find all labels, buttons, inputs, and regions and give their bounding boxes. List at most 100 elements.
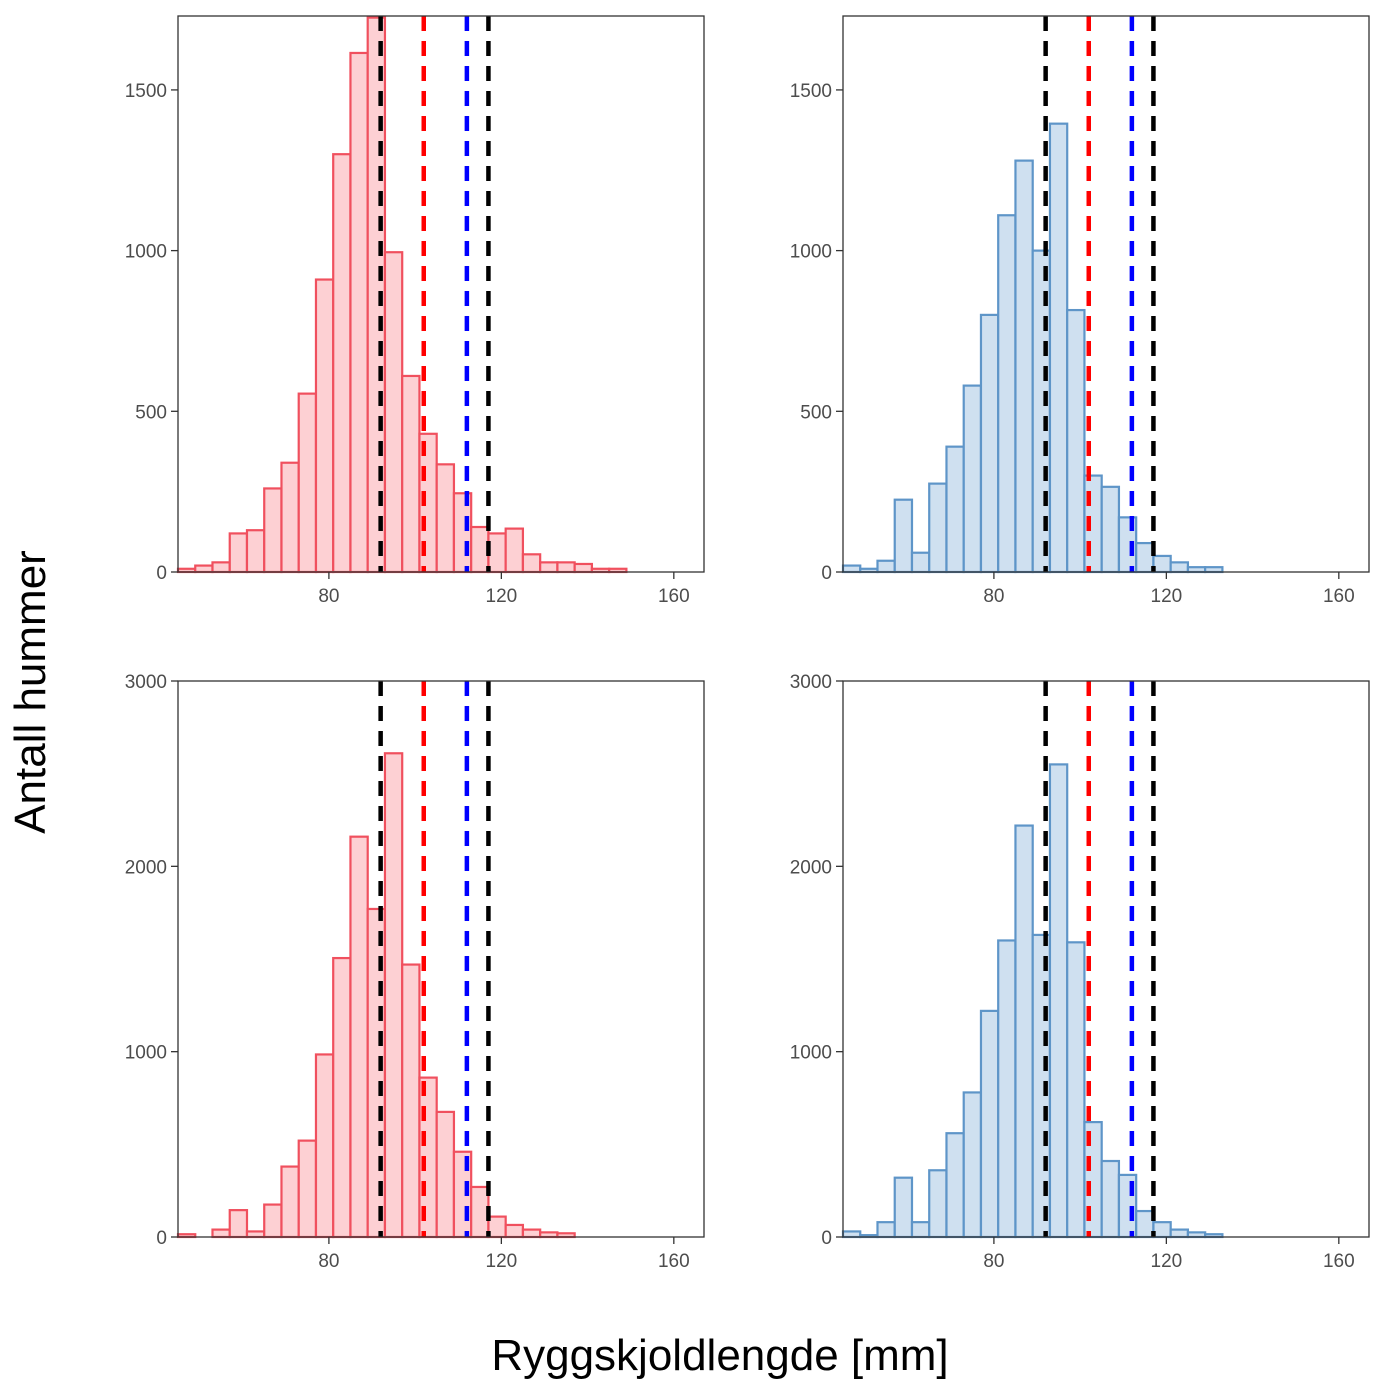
histogram-bar [383,752,404,1239]
panel-border [842,15,1370,573]
histogram-bar [997,939,1017,1239]
y-tick-label: 3000 [125,672,167,693]
histogram-bar [401,374,421,574]
histogram-bar [1186,566,1207,574]
histogram-bar [332,956,352,1239]
histogram-bar [280,1165,300,1239]
histogram-bar [539,1231,559,1239]
y-tick-label: 0 [156,563,167,584]
histogram-bar [876,1221,896,1239]
y-tick-label: 1000 [125,242,167,263]
histogram-bar [841,1230,862,1239]
histogram-bar [435,1110,456,1239]
histogram-bar [1186,1231,1207,1239]
x-tick-label: 160 [1323,1251,1355,1272]
histogram-bar [245,1230,266,1239]
x-tick-label: 120 [486,1251,518,1272]
x-tick-label: 160 [658,586,690,607]
histogram-bar [910,1221,931,1239]
x-tick-label: 160 [658,1251,690,1272]
panel-bottom-left: 80 120 160 0 1000 2000 3000 [125,672,705,1272]
panel-border [177,680,705,1238]
y-tick-label: 0 [821,1228,832,1249]
panel-top-right: 80 120 160 0 500 1000 1500 [790,15,1370,607]
histogram-bar [211,1228,231,1239]
histogram-bar [1014,159,1034,574]
histogram-bar [841,564,862,574]
histogram-bar [876,559,896,574]
histogram-bar [1152,1221,1172,1239]
histogram-bar [928,1169,948,1239]
histogram-bar [521,1228,542,1239]
x-tick-label: 160 [1323,586,1355,607]
histogram-bar [1066,308,1086,574]
histogram-bar [297,1139,318,1239]
y-tick-label: 0 [156,1228,167,1249]
histogram-bar [539,561,559,574]
histogram-bar [1100,485,1121,574]
y-tick-label: 3000 [790,672,832,693]
histogram-bar [1152,554,1172,574]
histogram-bar [349,51,369,574]
y-tick-label: 1500 [125,81,167,102]
y-tick-label: 1500 [790,81,832,102]
histogram-bar [1135,541,1155,574]
x-axis-title: Ryggskjoldlengde [mm] [491,1331,948,1380]
histogram-bar [314,1053,335,1239]
histogram-bar [487,532,507,574]
histogram-bar [962,1091,983,1239]
histogram-bar [263,487,283,574]
histogram-bar [211,561,231,574]
histogram-bar [556,561,576,574]
histogram-bar [314,278,335,574]
histogram-bar [573,562,594,574]
x-tick-label: 80 [983,1251,1004,1272]
y-tick-label: 2000 [790,857,832,878]
histogram-bar [470,525,490,574]
histogram-bar [487,1215,507,1239]
histogram-bar [194,564,214,574]
x-tick-label: 80 [983,586,1004,607]
x-tick-label: 80 [318,586,339,607]
histogram-bar [1066,941,1086,1239]
panel-border [842,680,1370,1238]
histogram-bar [910,551,931,574]
histogram-bar [297,392,318,574]
histogram-bar [893,498,914,574]
y-tick-label: 1000 [790,242,832,263]
histogram-bar [349,835,369,1239]
histogram-bar [263,1203,283,1239]
y-tick-label: 0 [821,563,832,584]
panel-border [177,15,705,573]
histogram-bar [280,461,300,574]
histogram-bar [1014,824,1034,1239]
x-tick-label: 80 [318,1251,339,1272]
panel-bottom-right: 80 120 160 0 1000 2000 3000 [790,672,1370,1272]
histogram-bar [435,463,456,574]
y-tick-label: 500 [800,402,832,423]
histogram-bar [1048,122,1069,574]
histogram-bar [945,445,965,574]
x-tick-label: 120 [1151,1251,1183,1272]
y-tick-label: 1000 [790,1043,832,1064]
histogram-bar [521,553,542,574]
histogram-bar [979,313,1000,574]
histogram-bar [470,1185,490,1239]
y-tick-label: 2000 [125,857,167,878]
histogram-bar [401,963,421,1239]
x-tick-label: 120 [1151,586,1183,607]
histogram-bar [245,529,266,574]
histogram-bar [228,532,249,574]
histogram-bar [228,1209,249,1239]
histogram-bar [945,1132,965,1239]
histogram-bar [979,1009,1000,1239]
histogram-bar [1135,1209,1155,1239]
y-axis-title: Antall hummer [6,550,55,834]
histogram-bar [1169,1228,1190,1239]
histogram-bar [504,527,525,574]
histogram-bar [893,1176,914,1239]
histogram-bar [1204,566,1224,574]
histogram-bar [928,482,948,574]
histogram-bar [962,384,983,574]
